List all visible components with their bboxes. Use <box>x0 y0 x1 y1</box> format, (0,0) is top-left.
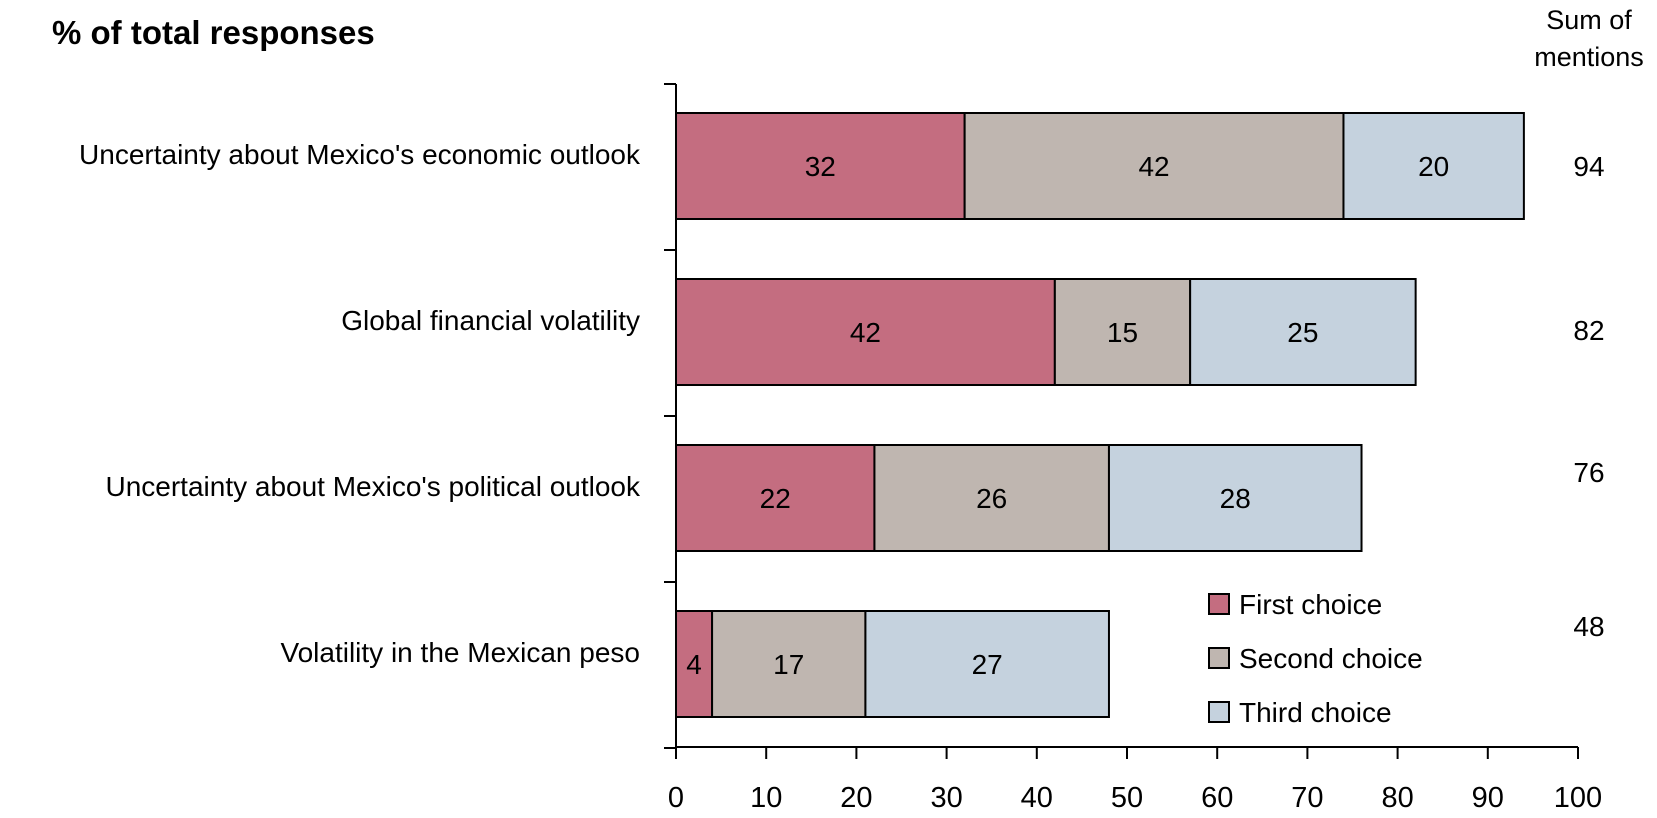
legend-label: Second choice <box>1239 643 1423 674</box>
category-label: Uncertainty about Mexico's political out… <box>105 471 641 502</box>
sum-of-mentions-value: 94 <box>1573 151 1604 182</box>
x-tick-label: 100 <box>1554 782 1602 814</box>
data-label: 20 <box>1418 151 1449 182</box>
legend: First choice Second choice Third choice <box>1208 589 1423 728</box>
bar-segment <box>963 112 1345 220</box>
sum-header-line-1: Sum of <box>1546 5 1632 35</box>
x-tick-label: 40 <box>1021 782 1053 814</box>
bar-segment <box>864 610 1110 718</box>
category-label: Global financial volatility <box>341 305 640 336</box>
data-label: 42 <box>850 317 881 348</box>
data-label: 27 <box>972 649 1003 680</box>
data-label: 26 <box>976 483 1007 514</box>
bar-segment <box>675 112 966 220</box>
x-tick-label: 20 <box>840 782 872 814</box>
x-tick-label: 10 <box>750 782 782 814</box>
legend-swatch <box>1208 593 1230 615</box>
legend-swatch <box>1208 647 1230 669</box>
bars-group: Uncertainty about Mexico's economic outl… <box>79 112 1605 718</box>
bar-segment <box>675 278 1056 386</box>
data-label: 28 <box>1220 483 1251 514</box>
x-tick-label: 0 <box>668 782 684 814</box>
data-label: 22 <box>760 483 791 514</box>
data-label: 42 <box>1138 151 1169 182</box>
data-label: 17 <box>773 649 804 680</box>
data-label: 4 <box>686 649 702 680</box>
bar-segment <box>675 444 876 552</box>
x-tick-label: 80 <box>1381 782 1413 814</box>
bar-segment <box>873 444 1110 552</box>
x-tick-label: 70 <box>1291 782 1323 814</box>
x-tick-label: 30 <box>930 782 962 814</box>
sum-of-mentions-value: 48 <box>1573 611 1604 642</box>
x-tick-label: 50 <box>1111 782 1143 814</box>
data-label: 25 <box>1287 317 1318 348</box>
axes-group: 0 10 20 30 40 50 60 70 80 90 100 <box>664 83 1602 814</box>
sum-of-mentions-value: 82 <box>1573 315 1604 346</box>
legend-label: First choice <box>1239 589 1382 620</box>
sum-header-line-2: mentions <box>1534 42 1644 72</box>
x-tick-label: 60 <box>1201 782 1233 814</box>
chart-title: % of total responses <box>52 14 375 51</box>
bar-segment <box>1053 278 1192 386</box>
data-label: 15 <box>1107 317 1138 348</box>
bar-segment <box>1189 278 1417 386</box>
bar-segment <box>1342 112 1525 220</box>
legend-label: Third choice <box>1239 697 1392 728</box>
data-label: 32 <box>805 151 836 182</box>
bar-segment <box>1107 444 1363 552</box>
category-label: Uncertainty about Mexico's economic outl… <box>79 139 641 170</box>
x-tick-label: 90 <box>1472 782 1504 814</box>
legend-swatch <box>1208 701 1230 723</box>
category-label: Volatility in the Mexican peso <box>280 637 640 668</box>
sum-of-mentions-value: 76 <box>1573 457 1604 488</box>
